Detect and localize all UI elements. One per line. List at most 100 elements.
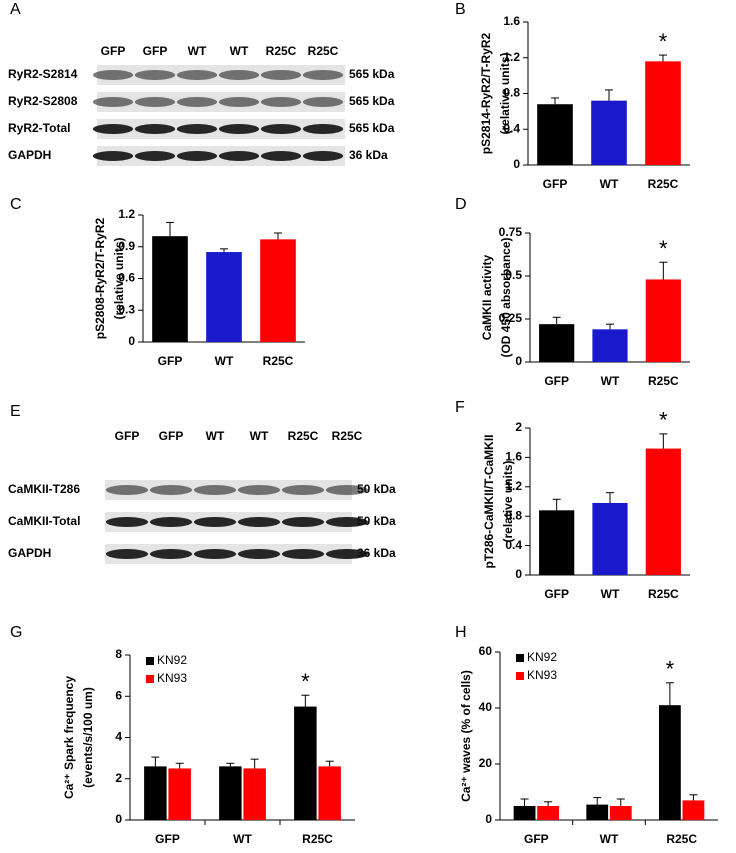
significance-star: * [666, 657, 675, 682]
bar [144, 766, 167, 820]
y-tick-label: 0.9 [118, 239, 135, 253]
panel-label: B [455, 1, 466, 18]
x-tick-label: GFP [543, 177, 568, 191]
y-tick-label: 0 [115, 812, 122, 826]
x-tick-label: R25C [263, 354, 294, 368]
y-tick-label: 0 [485, 812, 492, 826]
blot-band [281, 549, 325, 559]
bar [609, 806, 632, 820]
lane-label: R25C [288, 429, 319, 443]
y-axis-label: (relative units) [498, 52, 512, 134]
bar [152, 236, 188, 342]
y-axis-label: CaMKII activity [480, 254, 494, 340]
x-tick-label: GFP [524, 832, 549, 846]
size-label: 565 kDa [349, 94, 395, 108]
y-tick-label: 1.6 [503, 14, 520, 28]
blot-band [237, 549, 281, 559]
y-tick-label: 40 [479, 700, 493, 714]
bar [294, 706, 317, 820]
legend-swatch [516, 672, 524, 680]
bar [260, 239, 296, 342]
significance-star: * [301, 669, 310, 694]
y-axis-label: Ca²⁺ waves (% of cells) [459, 670, 473, 802]
significance-star: * [659, 408, 668, 433]
lane-label: R25C [308, 44, 339, 58]
x-tick-label: WT [600, 177, 619, 191]
y-axis-label: (relative units) [501, 460, 515, 542]
blot-band [260, 97, 302, 107]
legend-label: KN92 [527, 650, 557, 664]
blot-band [176, 97, 218, 107]
row-label: GAPDH [8, 148, 51, 162]
blot-band [134, 151, 176, 161]
panel-label: F [455, 399, 465, 416]
y-tick-label: 0.6 [118, 271, 135, 285]
significance-star: * [659, 236, 668, 261]
lane-label: WT [188, 44, 207, 58]
y-tick-label: 1.2 [503, 50, 520, 64]
blot-band [302, 151, 344, 161]
bar [537, 806, 560, 820]
x-tick-label: WT [600, 832, 619, 846]
y-axis-label: pS2814-RyR2/T-RyR2 [479, 32, 493, 154]
y-axis-label: (events/s/100 um) [81, 687, 95, 788]
y-tick-label: 0 [128, 334, 135, 348]
x-tick-label: GFP [544, 587, 569, 601]
blot-band [260, 124, 302, 134]
bar [168, 768, 191, 820]
bar [513, 806, 536, 820]
row-label: RyR2-S2808 [8, 94, 78, 108]
bar [318, 766, 341, 820]
blot-band [281, 485, 325, 495]
panel-label: C [10, 196, 22, 213]
bar [658, 705, 681, 820]
panel-label: A [10, 1, 21, 18]
lane-label: R25C [266, 44, 297, 58]
x-tick-label: R25C [648, 374, 679, 388]
bar [682, 800, 705, 820]
bar [243, 768, 266, 820]
y-tick-label: 0 [515, 567, 522, 581]
y-axis-label: pS2808-RyR2/T-RyR2 [93, 217, 107, 339]
blot-band [134, 97, 176, 107]
y-tick-label: 0.4 [503, 121, 520, 135]
y-axis-label: Ca²⁺ Spark frequency [62, 676, 76, 799]
row-label: CaMKII-Total [8, 514, 80, 528]
x-tick-label: GFP [158, 354, 183, 368]
blot-band [325, 549, 369, 559]
y-tick-label: 60 [479, 644, 493, 658]
bar [645, 448, 681, 575]
y-tick-label: 20 [479, 756, 493, 770]
size-label: 50 kDa [357, 514, 396, 528]
lane-label: R25C [332, 429, 363, 443]
legend-label: KN93 [157, 671, 187, 685]
lane-label: GFP [159, 429, 184, 443]
lane-label: GFP [143, 44, 168, 58]
blot-band [149, 485, 193, 495]
x-tick-label: R25C [666, 832, 697, 846]
y-tick-label: 0.8 [505, 508, 522, 522]
x-tick-label: R25C [648, 587, 679, 601]
y-tick-label: 1.2 [505, 479, 522, 493]
row-label: CaMKII-T286 [8, 482, 80, 496]
y-tick-label: 0.8 [503, 86, 520, 100]
blot-band [325, 485, 369, 495]
y-tick-label: 0.3 [118, 302, 135, 316]
y-axis-label: pT286-CaMKII/T-CaMKII [482, 434, 496, 568]
bar [537, 104, 573, 165]
blot-band [218, 124, 260, 134]
y-tick-label: 0.4 [505, 538, 522, 552]
y-tick-label: 4 [115, 730, 122, 744]
legend-swatch [516, 654, 524, 662]
y-tick-label: 0.75 [499, 225, 523, 239]
panel-label: E [10, 403, 21, 420]
blot-band [105, 517, 149, 527]
blot-band [92, 70, 134, 80]
legend-label: KN92 [157, 653, 187, 667]
y-tick-label: 2 [115, 771, 122, 785]
blot-band [193, 549, 237, 559]
legend-label: KN93 [527, 668, 557, 682]
significance-star: * [659, 29, 668, 54]
x-tick-label: WT [601, 374, 620, 388]
